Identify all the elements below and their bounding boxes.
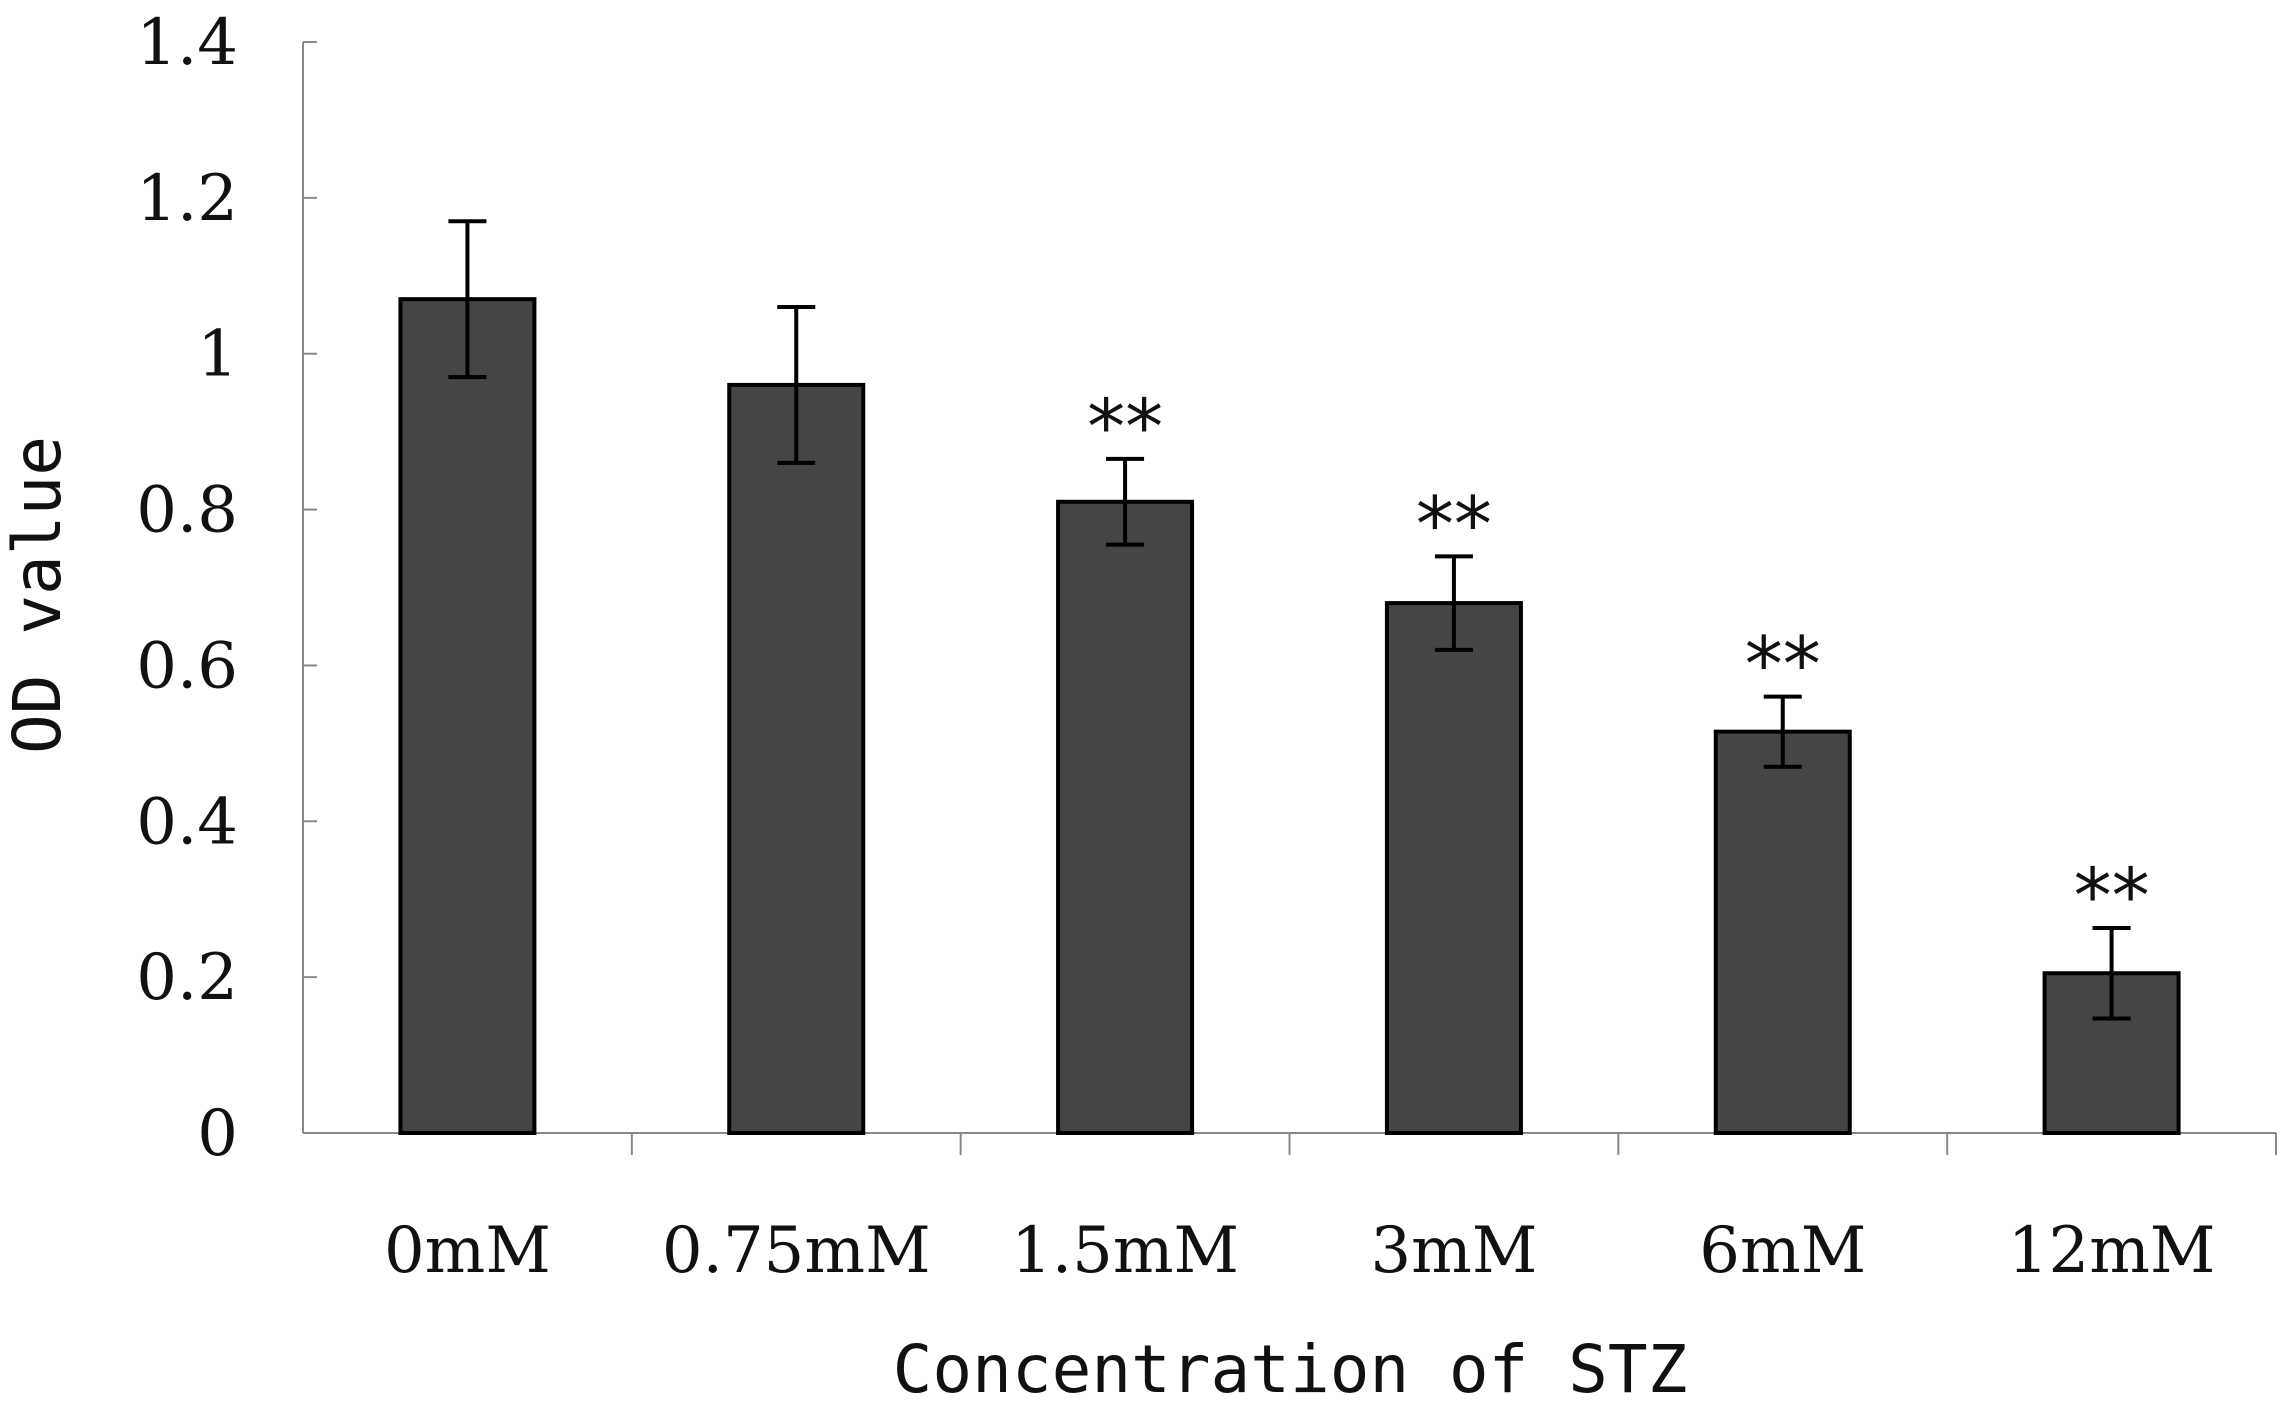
y-tick-labels: 0 0.2 0.4 0.6 0.8 1 1.2 1.4 bbox=[136, 6, 238, 1171]
x-tick-label: 6mM bbox=[1699, 1214, 1866, 1288]
x-tick-label: 1.5mM bbox=[1011, 1214, 1239, 1288]
y-tick-label: 1.2 bbox=[136, 162, 238, 236]
bar-3mM bbox=[1384, 601, 1523, 1135]
y-tick-label: 0.6 bbox=[136, 629, 238, 703]
y-tick-label: 1 bbox=[197, 318, 238, 392]
x-tick-label: 3mM bbox=[1370, 1214, 1537, 1288]
significance-marker: ** bbox=[2074, 851, 2150, 940]
significance-marker: ** bbox=[1087, 382, 1163, 471]
y-tick-label: 0.8 bbox=[136, 474, 238, 548]
y-tick-label: 1.4 bbox=[136, 6, 238, 80]
bar-6mM bbox=[1713, 729, 1852, 1135]
axes bbox=[302, 41, 2277, 1155]
bar-0.75mM bbox=[727, 382, 866, 1135]
significance-marker: ** bbox=[1745, 620, 1821, 709]
x-axis-title: Concentration of STZ bbox=[893, 1331, 1688, 1408]
y-tick-label: 0 bbox=[197, 1097, 238, 1171]
x-tick-label: 0.75mM bbox=[662, 1214, 931, 1288]
bar-12mM bbox=[2042, 971, 2181, 1135]
bars bbox=[398, 297, 2181, 1135]
y-tick-label: 0.4 bbox=[136, 785, 238, 859]
bar-0mM bbox=[398, 297, 537, 1135]
significance-marker: ** bbox=[1416, 479, 1492, 568]
x-tick-label: 12mM bbox=[2008, 1214, 2216, 1288]
x-tick-labels: 0mM 0.75mM 1.5mM 3mM 6mM 12mM bbox=[384, 1214, 2215, 1288]
error-bars bbox=[448, 219, 2131, 1021]
x-tick-label: 0mM bbox=[384, 1214, 551, 1288]
bar-1.5mM bbox=[1056, 499, 1195, 1135]
significance-annotations: ** ** ** ** bbox=[1087, 382, 2149, 940]
y-tick-label: 0.2 bbox=[136, 941, 238, 1015]
y-axis-title: OD value bbox=[0, 436, 76, 754]
